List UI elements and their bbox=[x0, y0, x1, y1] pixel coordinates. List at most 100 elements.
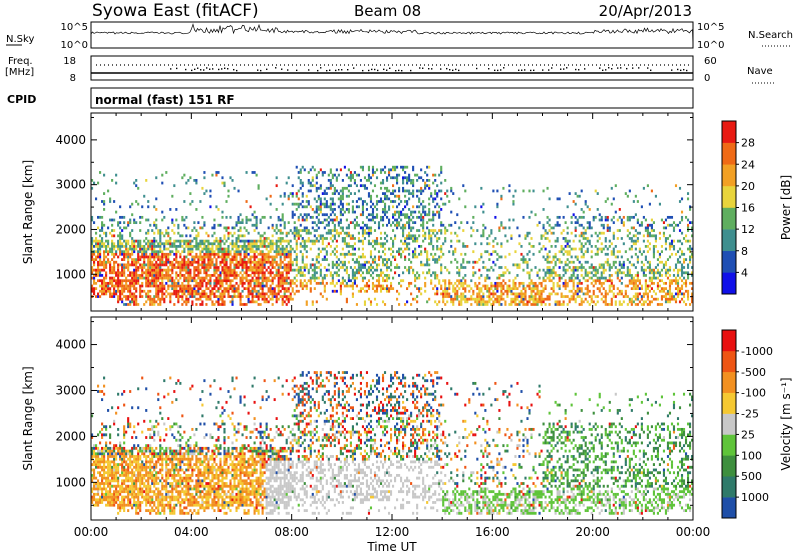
scatter-cell bbox=[302, 184, 304, 187]
scatter-cell bbox=[384, 211, 386, 214]
scatter-cell bbox=[215, 171, 217, 174]
scatter-cell bbox=[270, 285, 272, 288]
scatter-cell bbox=[346, 174, 348, 177]
scatter-cell bbox=[462, 287, 464, 290]
scatter-cell bbox=[213, 256, 215, 259]
scatter-cell bbox=[663, 266, 665, 269]
scatter-cell bbox=[569, 261, 571, 264]
scatter-cell bbox=[242, 282, 244, 285]
scatter-cell bbox=[187, 258, 189, 261]
scatter-cell bbox=[436, 211, 438, 214]
scatter-cell bbox=[177, 295, 179, 298]
scatter-cell bbox=[137, 242, 139, 245]
scatter-cell bbox=[613, 237, 615, 240]
scatter-cell bbox=[432, 174, 434, 177]
scatter-cell bbox=[239, 213, 241, 216]
scatter-cell bbox=[187, 261, 189, 264]
scatter-cell bbox=[209, 295, 211, 298]
scatter-cell bbox=[508, 279, 510, 282]
scatter-cell bbox=[573, 200, 575, 203]
scatter-cell bbox=[402, 234, 404, 237]
scatter-cell bbox=[145, 248, 147, 251]
scatter-cell bbox=[567, 227, 569, 230]
scatter-cell bbox=[555, 300, 557, 303]
scatter-cell bbox=[167, 256, 169, 259]
scatter-cell bbox=[254, 279, 256, 282]
scatter-cell bbox=[294, 234, 296, 237]
scatter-cell bbox=[530, 237, 532, 240]
scatter-cell bbox=[161, 182, 163, 185]
scatter-cell bbox=[424, 232, 426, 235]
scatter-cell bbox=[436, 245, 438, 248]
scatter-cell bbox=[250, 205, 252, 208]
scatter-cell bbox=[412, 240, 414, 243]
scatter-cell bbox=[207, 248, 209, 251]
scatter-cell bbox=[209, 277, 211, 280]
scatter-cell bbox=[254, 245, 256, 248]
scatter-cell bbox=[173, 266, 175, 269]
scatter-cell bbox=[615, 261, 617, 264]
scatter-cell bbox=[559, 279, 561, 282]
scatter-cell bbox=[553, 269, 555, 272]
scatter-cell bbox=[603, 287, 605, 290]
scatter-cell bbox=[332, 208, 334, 211]
scatter-cell bbox=[314, 197, 316, 200]
scatter-cell bbox=[153, 245, 155, 248]
scatter-cell bbox=[593, 285, 595, 288]
scatter-cell bbox=[322, 203, 324, 206]
scatter-cell bbox=[643, 293, 645, 296]
scatter-cell bbox=[494, 293, 496, 296]
scatter-cell bbox=[342, 187, 344, 190]
scatter-cell bbox=[183, 258, 185, 261]
scatter-cell bbox=[227, 234, 229, 237]
scatter-cell bbox=[262, 277, 264, 280]
scatter-cell bbox=[350, 221, 352, 224]
scatter-cell bbox=[567, 285, 569, 288]
scatter-cell bbox=[135, 290, 137, 293]
nave-dot bbox=[197, 68, 198, 69]
scatter-cell bbox=[398, 253, 400, 256]
scatter-cell bbox=[129, 232, 131, 235]
scatter-cell bbox=[512, 300, 514, 303]
scatter-cell bbox=[336, 266, 338, 269]
scatter-cell bbox=[125, 242, 127, 245]
scatter-cell bbox=[193, 269, 195, 272]
noise-tick-bottom-right: 10^0 bbox=[697, 40, 724, 51]
scatter-cell bbox=[426, 256, 428, 259]
scatter-cell bbox=[280, 229, 282, 232]
scatter-cell bbox=[370, 219, 372, 222]
scatter-cell bbox=[657, 298, 659, 301]
scatter-cell bbox=[197, 285, 199, 288]
scatter-cell bbox=[268, 261, 270, 264]
scatter-cell bbox=[244, 258, 246, 261]
scatter-cell bbox=[324, 256, 326, 259]
scatter-cell bbox=[386, 290, 388, 293]
scatter-cell bbox=[183, 219, 185, 222]
scatter-cell bbox=[244, 263, 246, 266]
scatter-cell bbox=[651, 300, 653, 303]
scatter-cell bbox=[661, 274, 663, 277]
scatter-cell bbox=[496, 205, 498, 208]
scatter-cell bbox=[621, 293, 623, 296]
scatter-cell bbox=[103, 266, 105, 269]
scatter-cell bbox=[189, 274, 191, 277]
nave-dot bbox=[617, 67, 618, 68]
scatter-cell bbox=[237, 263, 239, 266]
scatter-cell bbox=[187, 179, 189, 182]
freq-unit: [MHz] bbox=[5, 67, 34, 78]
scatter-cell bbox=[177, 274, 179, 277]
scatter-cell bbox=[516, 295, 518, 298]
scatter-cell bbox=[278, 298, 280, 301]
scatter-cell bbox=[402, 190, 404, 193]
scatter-cell bbox=[213, 227, 215, 230]
scatter-cell bbox=[278, 253, 280, 256]
scatter-cell bbox=[422, 227, 424, 230]
scatter-cell bbox=[203, 263, 205, 266]
scatter-cell bbox=[306, 245, 308, 248]
scatter-cell bbox=[382, 285, 384, 288]
scatter-cell bbox=[404, 205, 406, 208]
scatter-cell bbox=[342, 205, 344, 208]
scatter-cell bbox=[248, 245, 250, 248]
scatter-cell bbox=[219, 261, 221, 264]
scatter-cell bbox=[320, 208, 322, 211]
